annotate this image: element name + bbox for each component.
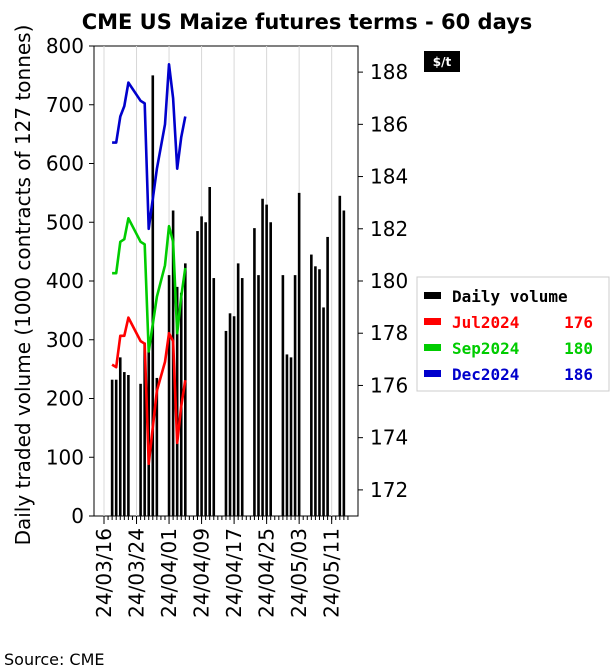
y-tick-label: 700 [46, 93, 84, 117]
volume-bar [297, 192, 301, 516]
y-tick-label: 0 [71, 504, 84, 528]
y2-tick-label: 182 [370, 217, 408, 241]
volume-bar [310, 254, 313, 516]
volume-bar [196, 231, 199, 516]
x-tick-label: 24/03/16 [92, 528, 116, 618]
volume-bar [200, 216, 203, 516]
price-lines [111, 63, 187, 466]
source-note: Source: CME [4, 650, 105, 669]
volume-bar [236, 263, 240, 516]
x-tick-label: 24/05/11 [320, 528, 344, 618]
volume-bar [155, 377, 159, 516]
volume-bar [114, 379, 118, 516]
x-tick-label: 24/04/17 [222, 528, 246, 618]
y2-tick-label: 178 [370, 321, 408, 345]
y2-tick-label: 188 [370, 60, 408, 84]
volume-bar [261, 198, 264, 516]
volume-bar [151, 75, 155, 516]
legend-label-sep: Sep2024 [452, 339, 519, 358]
volume-bar [123, 372, 126, 516]
x-tick-label: 24/04/09 [190, 528, 214, 618]
volume-bar [257, 275, 260, 516]
volume-bar [285, 354, 289, 516]
volume-bar [281, 275, 285, 516]
volume-bar [232, 316, 236, 516]
y-tick-label: 400 [46, 269, 84, 293]
series-line-dec2024 [112, 63, 187, 231]
legend-swatch-jul [424, 318, 441, 325]
series-line-jul2024 [111, 316, 187, 466]
y2-tick-label: 176 [370, 373, 408, 397]
y2-axis: 172 174 176 178 180 182 184 186 188 [358, 60, 408, 502]
volume-bar [322, 307, 325, 516]
x-tick-label: 24/04/01 [157, 528, 181, 618]
y-tick-label: 800 [46, 34, 84, 58]
volume-bar [127, 375, 130, 516]
x-tick-label: 24/03/24 [125, 528, 149, 618]
y2-tick-label: 172 [370, 478, 408, 502]
volume-bar [293, 275, 297, 516]
legend-value-sep: 180 [564, 339, 593, 358]
volume-bar [167, 275, 171, 516]
legend-swatch-sep [424, 344, 441, 351]
legend-label-jul: Jul2024 [452, 313, 519, 332]
y-tick-label: 100 [46, 445, 84, 469]
unit-badge [424, 51, 460, 72]
volume-bar [212, 278, 216, 516]
y2-tick-label: 184 [370, 165, 408, 189]
volume-bar [139, 383, 142, 516]
y-axis: 0 100 200 300 400 500 600 700 800 [46, 34, 94, 528]
volume-bar [204, 222, 207, 516]
volume-bar [265, 204, 268, 516]
volume-bar [338, 195, 342, 516]
volume-bar [228, 313, 232, 516]
x-axis: 24/03/16 24/03/24 24/04/01 24/04/09 24/04/17… [92, 516, 349, 618]
legend: Daily volume Jul2024 176 Sep2024 180 Dec… [416, 276, 610, 392]
volume-bar [342, 210, 346, 516]
volume-bar [143, 342, 146, 516]
x-tick-label: 24/05/03 [287, 528, 311, 618]
volume-bar [175, 286, 179, 516]
legend-swatch-dec [424, 370, 441, 377]
chart-title: CME US Maize futures terms - 60 days [82, 10, 533, 34]
volume-bar [314, 266, 317, 516]
volume-bar [118, 357, 122, 516]
volume-bar [110, 379, 114, 516]
legend-value-dec: 186 [564, 365, 593, 384]
grid-layer [103, 46, 333, 516]
volume-bar [269, 222, 272, 516]
y2-tick-label: 186 [370, 112, 408, 136]
y2-tick-label: 180 [370, 269, 408, 293]
y2-tick-label: 174 [370, 426, 408, 450]
y-tick-label: 300 [46, 328, 84, 352]
y-tick-label: 600 [46, 152, 84, 176]
volume-bar [253, 228, 256, 516]
y-tick-label: 500 [46, 210, 84, 234]
series-line-sep2024 [112, 217, 187, 353]
legend-value-jul: 176 [564, 313, 593, 332]
x-tick-label: 24/04/25 [255, 528, 279, 618]
volume-bar [289, 357, 293, 516]
y2-axis-unit: $/t [433, 55, 452, 69]
y-axis-title: Daily traded volume (1000 contracts of 1… [11, 25, 35, 546]
legend-label-volume: Daily volume [452, 287, 568, 306]
volume-bar [208, 187, 212, 516]
legend-label-dec: Dec2024 [452, 365, 519, 384]
volume-bar [224, 330, 228, 516]
volume-bar [326, 236, 329, 516]
volume-bar [318, 269, 321, 516]
volume-bar [184, 263, 187, 516]
volume-bar [240, 278, 244, 516]
y-tick-label: 200 [46, 387, 84, 411]
legend-box [416, 276, 610, 392]
legend-swatch-volume [424, 292, 441, 299]
